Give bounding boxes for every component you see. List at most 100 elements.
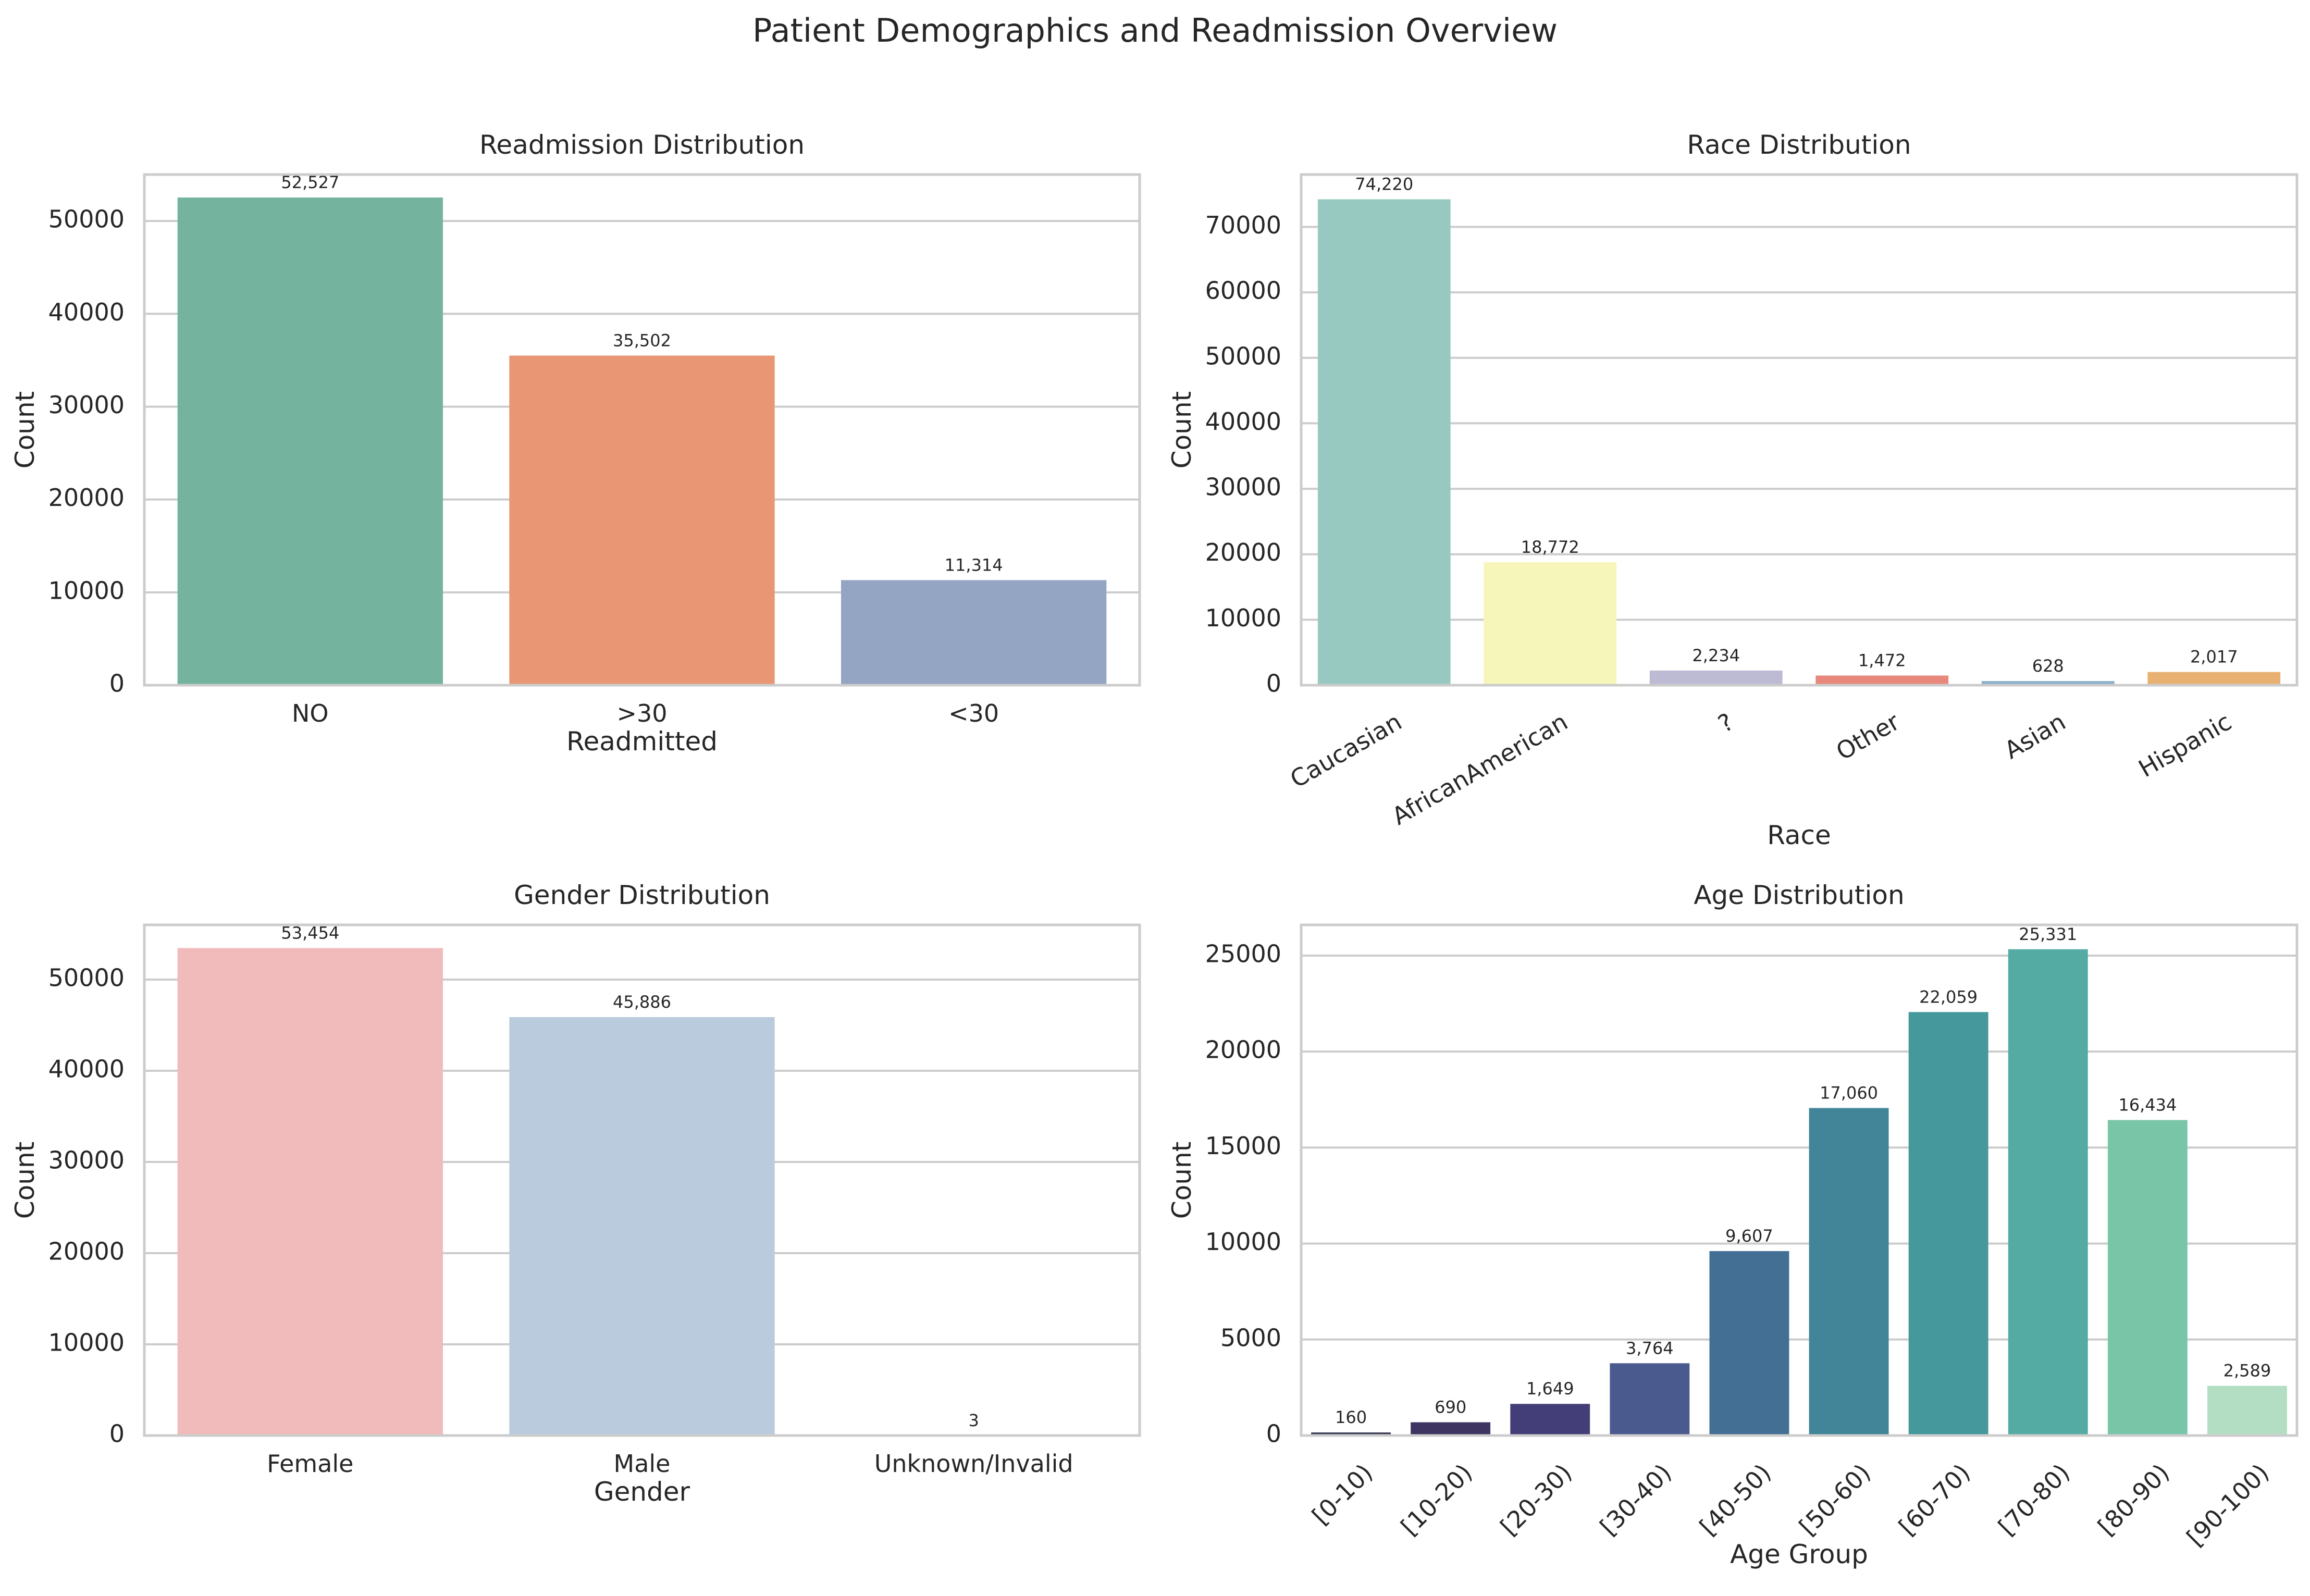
y-tick-label: 30000	[48, 1146, 125, 1174]
y-tick-label: 20000	[1205, 1036, 1281, 1064]
y-tick-label: 50000	[48, 964, 125, 992]
y-tick-label: 40000	[48, 298, 125, 326]
y-tick-label: 40000	[1205, 407, 1281, 436]
y-tick-label: 50000	[48, 205, 125, 233]
data-label: 16,434	[2118, 1095, 2177, 1115]
y-tick-label: 20000	[1205, 538, 1281, 566]
data-label: 74,220	[1355, 174, 1413, 194]
y-tick-label: 5000	[1220, 1323, 1281, 1352]
x-tick-label: [20-30)	[1495, 1458, 1577, 1541]
x-tick-label: Other	[1831, 708, 1904, 766]
data-label: 1,472	[1858, 651, 1906, 671]
chart-title: Age Distribution	[1694, 880, 1904, 910]
data-label: 160	[1335, 1407, 1367, 1427]
x-tick-label: <30	[948, 699, 999, 727]
bar-30	[841, 580, 1106, 685]
y-tick-label: 70000	[1205, 211, 1281, 239]
y-axis-label: Count	[1167, 391, 1197, 469]
x-tick-label: [80-90)	[2092, 1458, 2175, 1541]
data-label: 3	[968, 1411, 979, 1430]
y-tick-label: 15000	[1205, 1132, 1281, 1160]
bar-40-50	[1710, 1251, 1789, 1436]
chart-panel-readmission-distribution: 0100002000030000400005000052,527NO35,502…	[10, 130, 1140, 757]
x-tick-label: >30	[616, 699, 667, 727]
bar-30-40	[1610, 1363, 1689, 1436]
x-tick-label: [60-70)	[1893, 1458, 1975, 1541]
chart-title: Readmission Distribution	[479, 130, 805, 160]
bar-80-90	[2108, 1120, 2188, 1436]
chart-panel-race-distribution: 0 10000 20000 30000 40000 50000 60000 70000 74,2…	[1167, 130, 2297, 850]
y-tick-label: 20000	[48, 484, 125, 512]
data-label: 690	[1435, 1397, 1466, 1417]
data-label: 35,502	[613, 330, 671, 350]
chart-title: Gender Distribution	[514, 880, 770, 910]
bar-10-20	[1411, 1422, 1490, 1436]
bar-hispanic	[2147, 672, 2280, 685]
x-tick-label: Asian	[1999, 708, 2070, 765]
chart-panel-gender-distribution: 0100002000030000400005000053,454Female45…	[10, 880, 1140, 1507]
x-tick-label: [90-100)	[2181, 1458, 2275, 1552]
y-tick-label: 40000	[48, 1055, 125, 1083]
x-axis-label: Race	[1767, 820, 1831, 850]
y-tick-label: 0	[1266, 1420, 1281, 1448]
x-tick-label: Male	[614, 1450, 671, 1478]
data-label: 18,772	[1521, 537, 1579, 557]
y-axis-label: Count	[10, 391, 40, 469]
data-label: 628	[2032, 656, 2064, 676]
y-tick-label: 60000	[1205, 277, 1281, 305]
bar-female	[178, 948, 443, 1436]
x-tick-label: [70-80)	[1993, 1458, 2075, 1541]
y-tick-label: 0	[1266, 670, 1281, 698]
figure-title: Patient Demographics and Readmission Ove…	[0, 11, 2310, 50]
y-tick-label: 25000	[1205, 939, 1281, 968]
bar-20-30	[1510, 1404, 1590, 1436]
x-axis-label: Readmitted	[566, 726, 718, 757]
data-label: 45,886	[613, 992, 671, 1012]
x-tick-label: Hispanic	[2134, 708, 2237, 783]
data-label: 9,607	[1725, 1226, 1773, 1246]
x-tick-label: [50-60)	[1794, 1458, 1876, 1541]
data-label: 1,649	[1526, 1379, 1574, 1399]
bar-other	[1815, 676, 1948, 685]
y-tick-label: 30000	[1205, 473, 1281, 501]
x-tick-label: [10-20)	[1395, 1458, 1478, 1541]
x-tick-label: ?	[1713, 708, 1738, 738]
x-tick-label: [0-10)	[1306, 1458, 1378, 1530]
y-tick-label: 10000	[1205, 1228, 1281, 1256]
bar-90-100	[2207, 1386, 2287, 1436]
x-tick-label: NO	[292, 699, 329, 727]
y-axis-label: Count	[1167, 1142, 1197, 1219]
data-label: 3,764	[1626, 1338, 1674, 1358]
data-label: 17,060	[1820, 1083, 1878, 1103]
x-axis-label: Age Group	[1730, 1539, 1868, 1569]
chart-panel-age-distribution: 0 5000 10000 15000 20000 25000 160 [0-10) 690 [10…	[1167, 880, 2297, 1569]
data-label: 2,589	[2223, 1361, 2271, 1381]
data-label: 2,017	[2190, 647, 2238, 667]
x-tick-label: Female	[267, 1450, 353, 1478]
x-tick-label: AfricanAmerican	[1387, 708, 1572, 831]
y-tick-label: 50000	[1205, 342, 1281, 370]
data-label: 22,059	[1919, 987, 1978, 1007]
bar-50-60	[1809, 1108, 1889, 1436]
y-tick-label: 20000	[48, 1238, 125, 1266]
data-label: 11,314	[945, 555, 1003, 575]
data-label: 25,331	[2019, 924, 2077, 944]
y-tick-label: 10000	[48, 1329, 125, 1357]
bar-caucasian	[1318, 199, 1451, 685]
bar-30	[509, 355, 774, 685]
x-tick-label: Caucasian	[1286, 708, 1406, 794]
y-tick-label: 30000	[48, 391, 125, 419]
bar-africanamerican	[1484, 562, 1616, 685]
bar-no	[178, 197, 443, 685]
y-tick-label: 10000	[1205, 604, 1281, 632]
y-tick-label: 0	[109, 1420, 125, 1448]
data-label: 2,234	[1692, 646, 1740, 665]
chart-title: Race Distribution	[1687, 130, 1911, 160]
x-tick-label: [30-40)	[1595, 1458, 1677, 1541]
bar-male	[509, 1017, 774, 1436]
y-axis-label: Count	[10, 1142, 40, 1219]
y-tick-label: 0	[109, 670, 125, 698]
x-tick-label: [40-50)	[1694, 1458, 1776, 1541]
